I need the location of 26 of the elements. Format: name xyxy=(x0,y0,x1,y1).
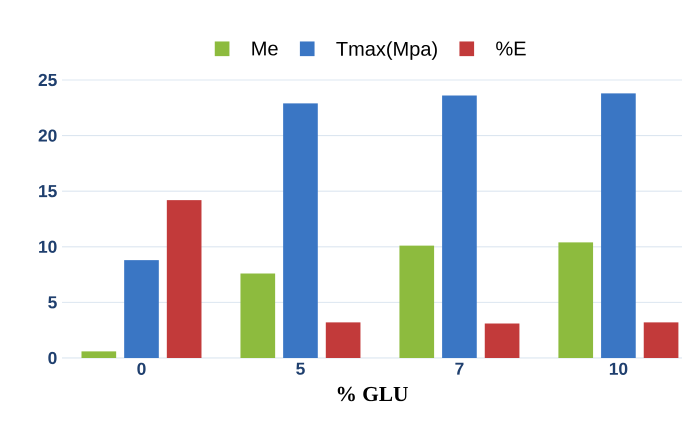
x-tick-label: 0 xyxy=(137,362,146,375)
x-axis-title: % GLU xyxy=(338,386,408,402)
y-tick-label: 5 xyxy=(48,296,57,308)
bar xyxy=(240,273,276,358)
bar xyxy=(124,260,159,358)
x-tick-label: 7 xyxy=(455,362,464,375)
bar xyxy=(166,200,202,358)
bar xyxy=(81,351,116,358)
x-tick-label: 5 xyxy=(296,362,305,375)
bar xyxy=(326,322,360,358)
legend-label: Me xyxy=(252,42,278,56)
bar xyxy=(442,96,477,358)
legend-label: %E xyxy=(496,42,526,56)
bar xyxy=(484,324,520,358)
bar xyxy=(601,93,636,358)
bar xyxy=(558,242,594,358)
y-tick-label: 20 xyxy=(38,129,57,142)
x-tick-label: 10 xyxy=(610,362,628,375)
y-tick-label: 15 xyxy=(39,185,57,198)
y-tick-label: 0 xyxy=(48,352,57,364)
bar xyxy=(283,103,318,358)
legend-label: Tmax(Mpa) xyxy=(336,41,437,60)
bar xyxy=(399,246,434,358)
y-tick-label: 10 xyxy=(39,240,57,253)
bar xyxy=(644,322,678,358)
y-tick-label: 25 xyxy=(38,74,57,86)
